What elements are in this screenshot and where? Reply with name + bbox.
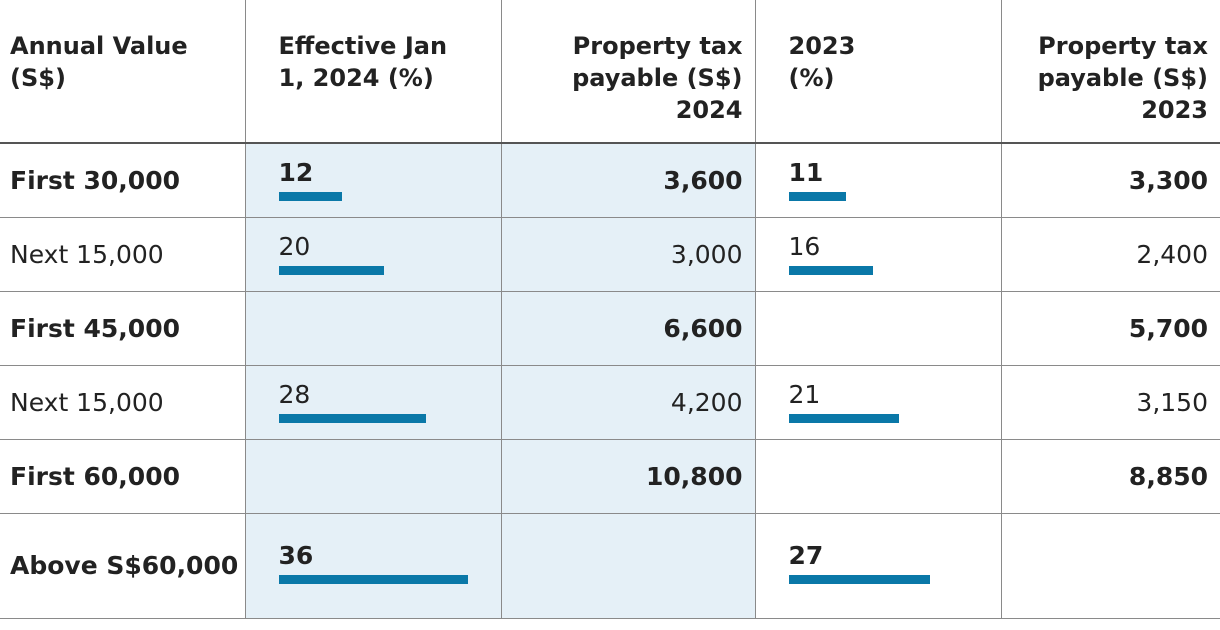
table-cell: Next 15,000 [0,365,246,440]
table-cell: 3,000 [500,217,756,292]
table-row: Above S$60,000 36 27 [0,513,1220,619]
table-cell: 4,200 [500,365,756,440]
rate-bar [278,574,468,584]
table-cell: 20 [244,217,502,292]
table-cell: 5,700 [1000,291,1220,366]
rate-value: 21 [788,379,821,409]
header: Annual Value (S$) [0,0,246,144]
header-row: Annual Value (S$) Effective Jan 1, 2024 … [0,0,1220,144]
table-cell: 8,850 [1000,439,1220,514]
rate-bar [278,413,426,423]
table-cell: 2,400 [1000,217,1220,292]
rate-value: 12 [278,158,314,187]
table-cell: 21 [754,365,1002,440]
table-cell: 6,600 [500,291,756,366]
table-cell: First 45,000 [0,291,246,366]
rate-bar [278,192,342,201]
table-cell: Above S$60,000 [0,513,246,619]
table-cell: First 30,000 [0,143,246,218]
table-cell: First 60,000 [0,439,246,514]
table-cell [1000,513,1220,619]
table-cell: 3,600 [500,143,756,218]
header: Effective Jan 1, 2024 (%) [244,0,502,144]
table-cell: Next 15,000 [0,217,246,292]
table-row: Next 15,000 20 3,000 16 2,400 [0,217,1220,292]
table-cell: 36 [244,513,502,619]
table-cell [244,439,502,514]
table-cell: 11 [754,143,1002,218]
rate-bar [788,413,899,423]
table-cell: 10,800 [500,439,756,514]
rate-value: 16 [788,231,821,261]
rate-value: 36 [278,540,314,570]
table-row: First 60,000 10,800 8,850 [0,439,1220,514]
rate-value: 27 [788,540,824,570]
table-cell: 27 [754,513,1002,619]
table-cell: 28 [244,365,502,440]
table-cell [244,291,502,366]
table-cell [754,291,1002,366]
table-row: First 30,000 12 3,600 11 3,300 [0,143,1220,218]
table-cell: 3,300 [1000,143,1220,218]
rate-value: 20 [278,231,311,261]
table-row: First 45,000 6,600 5,700 [0,291,1220,366]
header: 2023 (%) [754,0,1002,144]
rate-value: 28 [278,379,311,409]
table-cell: 3,150 [1000,365,1220,440]
table-cell: 12 [244,143,502,218]
rate-bar [788,192,847,201]
table-cell: 16 [754,217,1002,292]
rate-value: 11 [788,158,824,187]
header: Property tax payable (S$) 2024 [500,0,756,144]
rate-bar [788,574,931,584]
table-row: Next 15,000 28 4,200 21 3,150 [0,365,1220,440]
table-cell [754,439,1002,514]
header: Property tax payable (S$) 2023 [1000,0,1220,144]
rate-bar [278,265,384,275]
table-cell [500,513,756,619]
table-body: First 30,000 12 3,600 11 3,300 Next 15,000 20 3… [0,143,1220,619]
rate-bar [788,265,873,275]
